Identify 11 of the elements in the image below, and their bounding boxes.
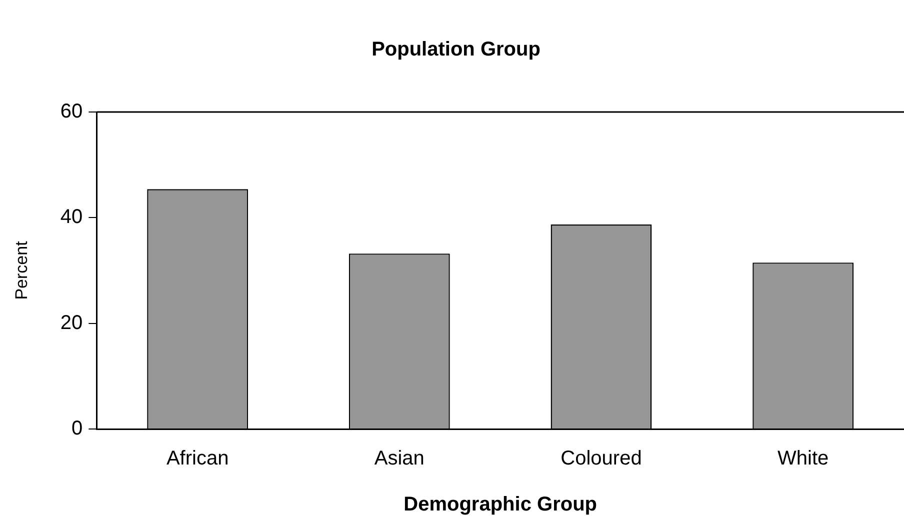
x-axis-title: Demographic Group bbox=[404, 494, 598, 516]
y-tick-label: 60 bbox=[60, 100, 83, 123]
x-tick-label: Coloured bbox=[560, 448, 642, 470]
x-tick-label: White bbox=[778, 448, 829, 470]
chart-title: Population Group bbox=[372, 38, 540, 61]
x-tick-label: African bbox=[166, 448, 229, 470]
x-tick-label: Asian bbox=[374, 448, 424, 470]
y-axis-title: Percent bbox=[12, 240, 31, 300]
y-tick-label: 0 bbox=[72, 418, 83, 440]
y-tick-label: 40 bbox=[60, 206, 83, 228]
y-tick-label: 20 bbox=[60, 312, 83, 334]
